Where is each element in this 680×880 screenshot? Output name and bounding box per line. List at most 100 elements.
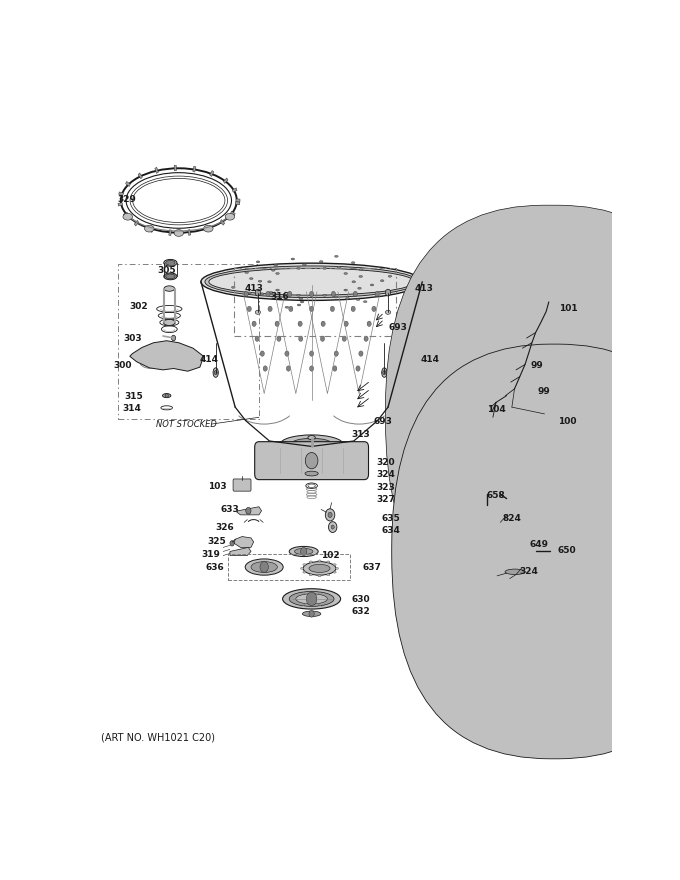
Circle shape: [260, 351, 265, 356]
Circle shape: [255, 290, 260, 296]
Ellipse shape: [289, 546, 318, 556]
Ellipse shape: [256, 260, 260, 263]
Circle shape: [288, 291, 292, 297]
Ellipse shape: [381, 368, 387, 378]
Ellipse shape: [163, 319, 175, 326]
Circle shape: [490, 409, 494, 414]
Circle shape: [372, 306, 376, 312]
Ellipse shape: [383, 370, 386, 375]
Circle shape: [351, 306, 355, 312]
Text: 650: 650: [558, 546, 577, 554]
Ellipse shape: [303, 561, 336, 576]
Ellipse shape: [522, 363, 528, 366]
Ellipse shape: [303, 571, 306, 573]
Circle shape: [255, 336, 259, 341]
Ellipse shape: [380, 280, 384, 282]
Circle shape: [334, 351, 339, 356]
Ellipse shape: [344, 273, 347, 275]
Circle shape: [305, 452, 318, 469]
Ellipse shape: [358, 287, 361, 290]
Circle shape: [309, 611, 314, 617]
Circle shape: [328, 522, 337, 532]
Text: 99: 99: [537, 387, 550, 396]
Ellipse shape: [174, 230, 184, 237]
Text: 316: 316: [271, 292, 289, 301]
Ellipse shape: [255, 311, 260, 314]
Circle shape: [359, 351, 363, 356]
Text: 300: 300: [114, 361, 132, 370]
Text: 630: 630: [351, 595, 370, 604]
Circle shape: [277, 336, 281, 341]
Ellipse shape: [166, 274, 175, 279]
Ellipse shape: [526, 351, 532, 355]
Circle shape: [286, 366, 290, 371]
Ellipse shape: [326, 561, 330, 563]
Circle shape: [266, 291, 270, 297]
Ellipse shape: [164, 260, 177, 266]
Bar: [205, 226, 209, 232]
Ellipse shape: [285, 306, 289, 308]
Ellipse shape: [274, 264, 277, 267]
Text: 303: 303: [123, 334, 141, 342]
Ellipse shape: [165, 354, 171, 359]
Circle shape: [325, 509, 335, 521]
Ellipse shape: [251, 561, 277, 573]
Circle shape: [252, 321, 256, 326]
Ellipse shape: [318, 560, 321, 562]
Circle shape: [517, 544, 526, 555]
Bar: [169, 230, 171, 236]
Text: 634: 634: [381, 526, 400, 535]
Bar: [119, 192, 123, 195]
Circle shape: [331, 525, 335, 529]
Circle shape: [489, 405, 493, 410]
Text: 320: 320: [377, 458, 395, 466]
Text: 637: 637: [362, 562, 381, 571]
Ellipse shape: [309, 574, 312, 576]
Circle shape: [342, 336, 346, 341]
Text: 414: 414: [420, 355, 439, 363]
Ellipse shape: [305, 471, 318, 476]
Text: 693: 693: [388, 323, 407, 332]
Circle shape: [301, 547, 307, 555]
Ellipse shape: [231, 286, 235, 289]
Ellipse shape: [333, 564, 336, 566]
Circle shape: [247, 306, 252, 312]
Circle shape: [367, 321, 371, 326]
Ellipse shape: [245, 559, 283, 576]
Circle shape: [275, 321, 279, 326]
Circle shape: [263, 366, 267, 371]
Bar: [228, 554, 350, 580]
Bar: [118, 264, 259, 419]
Ellipse shape: [335, 568, 339, 569]
Ellipse shape: [214, 370, 218, 375]
Ellipse shape: [334, 296, 338, 298]
Ellipse shape: [296, 294, 301, 297]
Text: 327: 327: [377, 495, 395, 503]
Text: 658: 658: [487, 491, 505, 501]
Text: 323: 323: [377, 482, 395, 492]
Bar: [138, 172, 142, 179]
Circle shape: [244, 291, 248, 297]
Bar: [126, 181, 131, 187]
Text: 329: 329: [118, 194, 137, 203]
Ellipse shape: [225, 213, 235, 220]
Ellipse shape: [250, 277, 253, 280]
Ellipse shape: [303, 611, 321, 617]
Polygon shape: [237, 507, 262, 515]
Ellipse shape: [201, 263, 422, 300]
Text: 305: 305: [158, 266, 176, 275]
Circle shape: [507, 531, 536, 568]
Ellipse shape: [209, 268, 414, 295]
Ellipse shape: [359, 275, 362, 277]
Ellipse shape: [352, 281, 356, 282]
Text: 824: 824: [503, 514, 522, 523]
Text: 636: 636: [205, 562, 224, 571]
Circle shape: [309, 291, 313, 297]
Bar: [192, 166, 196, 172]
Circle shape: [491, 414, 495, 420]
Text: 315: 315: [124, 392, 143, 400]
Text: 693: 693: [374, 417, 392, 426]
Text: 102: 102: [320, 551, 339, 560]
Circle shape: [356, 366, 360, 371]
Polygon shape: [130, 341, 203, 371]
